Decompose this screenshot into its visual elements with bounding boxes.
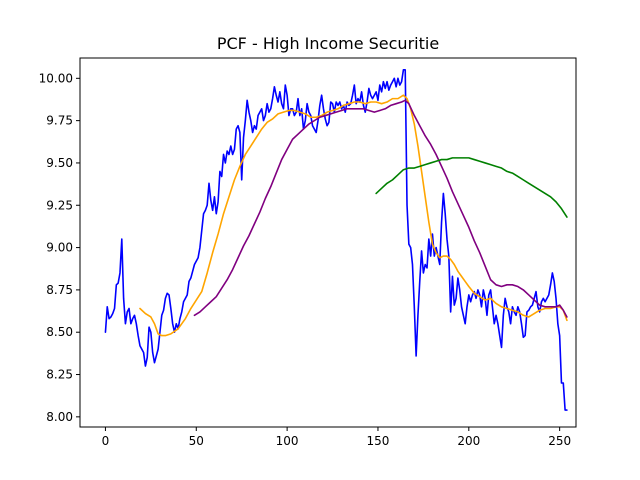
series-line-1 <box>104 69 568 411</box>
x-tick-label: 0 <box>102 434 110 448</box>
series-line-2 <box>139 94 568 337</box>
y-tick-label: 8.25 <box>46 368 73 382</box>
plot-area-frame <box>79 57 577 428</box>
y-axis: 8.00 8.25 8.50 8.75 9.00 9.25 9.50 9.75 10.00 <box>39 71 80 424</box>
x-axis: 0 50 100 150 200 250 <box>102 427 571 448</box>
y-tick-label: 8.00 <box>46 410 73 424</box>
y-tick-label: 8.75 <box>46 283 73 297</box>
series-line-3 <box>193 99 568 318</box>
y-tick-label: 9.00 <box>46 241 73 255</box>
x-tick-label: 200 <box>457 434 480 448</box>
x-tick-label: 250 <box>548 434 571 448</box>
x-tick-label: 100 <box>276 434 299 448</box>
x-tick-label: 50 <box>189 434 204 448</box>
series-line-4 <box>375 157 568 218</box>
y-tick-label: 9.75 <box>46 114 73 128</box>
x-tick-label: 150 <box>367 434 390 448</box>
chart-title: PCF - High Income Securitie <box>217 34 439 53</box>
y-tick-label: 9.50 <box>46 156 73 170</box>
series-layer <box>104 69 568 411</box>
y-tick-label: 10.00 <box>39 71 73 85</box>
y-tick-label: 9.25 <box>46 198 73 212</box>
y-tick-label: 8.50 <box>46 325 73 339</box>
